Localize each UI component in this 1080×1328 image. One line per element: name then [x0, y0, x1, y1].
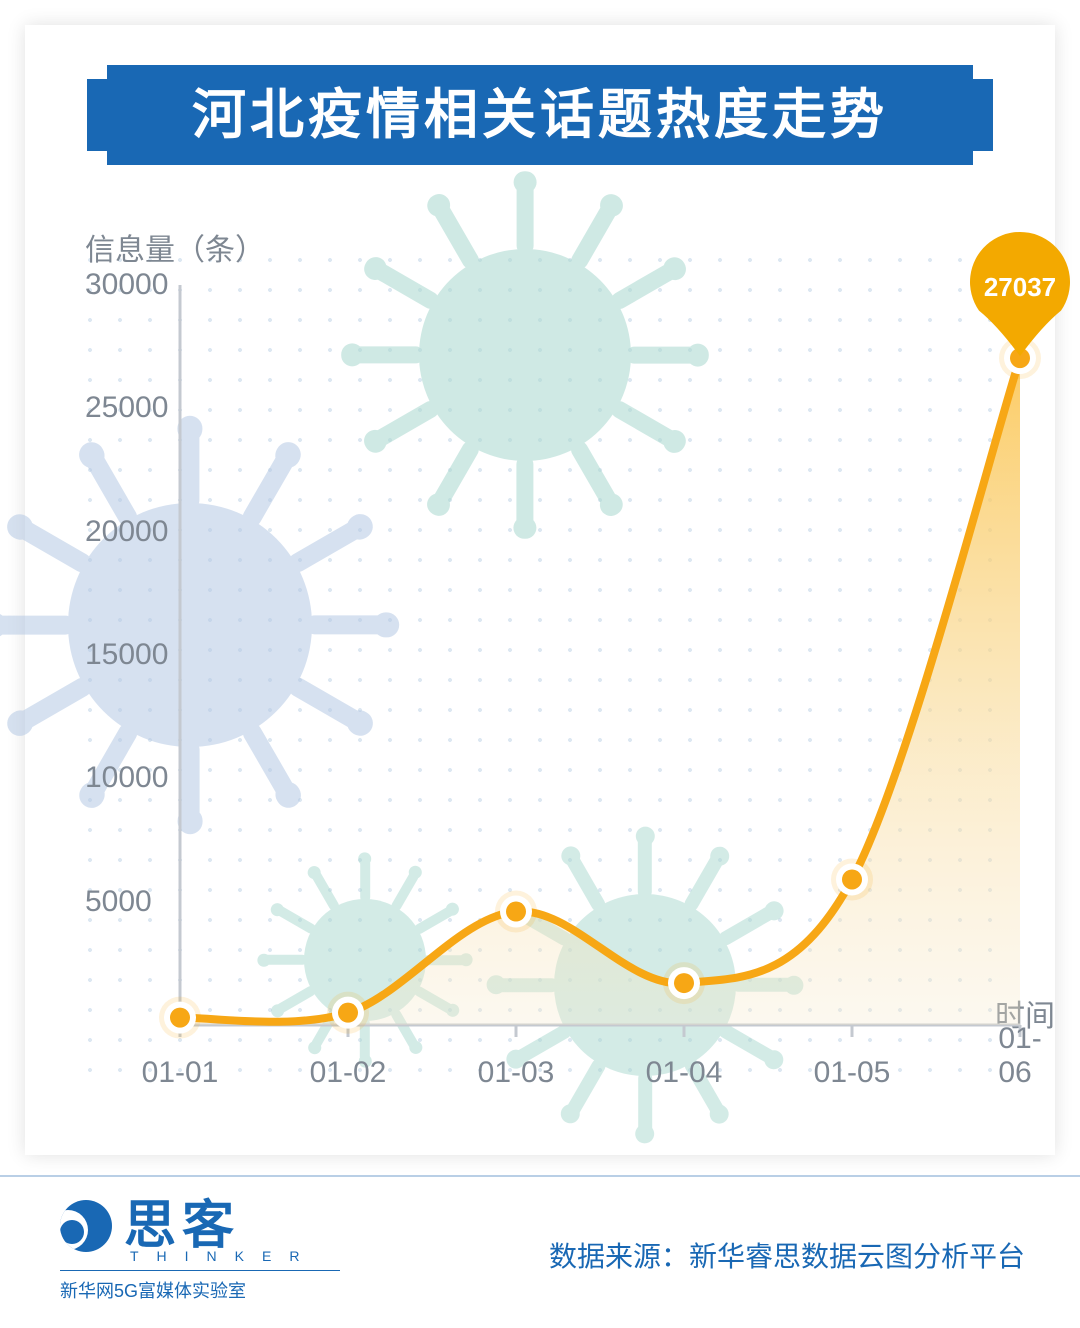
bracket-left-icon	[73, 65, 107, 165]
plot-region: 27037	[180, 285, 1020, 1025]
chart-title: 河北疫情相关话题热度走势	[192, 85, 888, 145]
callout-marker: 27037	[970, 232, 1070, 356]
logo-name: 思客	[124, 1200, 240, 1252]
logo-swirl-icon	[60, 1200, 112, 1252]
y-tick: 30000	[85, 268, 168, 302]
x-tick: 01-05	[814, 1056, 891, 1090]
svg-text:27037: 27037	[984, 272, 1056, 302]
footer-divider	[0, 1175, 1080, 1177]
y-tick: 5000	[85, 885, 152, 919]
logo-sub: THINKER	[130, 1248, 340, 1264]
y-tick: 20000	[85, 515, 168, 549]
y-tick: 25000	[85, 391, 168, 425]
x-tick: 01-01	[142, 1056, 219, 1090]
plot-svg: 27037	[180, 285, 1020, 1085]
logo-lab: 新华网5G富媒体实验室	[60, 1277, 340, 1303]
bracket-right-icon	[973, 65, 1007, 165]
data-source: 数据来源：新华睿思数据云图分析平台	[549, 1235, 1025, 1275]
x-tick: 01-06	[998, 1022, 1041, 1090]
y-axis-label: 信息量（条）	[85, 225, 265, 269]
y-tick: 10000	[85, 761, 168, 795]
logo-divider	[60, 1270, 340, 1271]
logo-block: 思客 THINKER 新华网5G富媒体实验室	[60, 1200, 340, 1303]
chart-area: 信息量（条） 时间 50001000015000200002500030000 …	[85, 225, 1025, 1125]
x-tick: 01-03	[478, 1056, 555, 1090]
chart-card: 河北疫情相关话题热度走势 信息量（条） 时间 50001000015000200…	[25, 25, 1055, 1155]
x-tick: 01-04	[646, 1056, 723, 1090]
title-bar: 河北疫情相关话题热度走势	[75, 65, 1005, 165]
y-tick: 15000	[85, 638, 168, 672]
x-tick: 01-02	[310, 1056, 387, 1090]
